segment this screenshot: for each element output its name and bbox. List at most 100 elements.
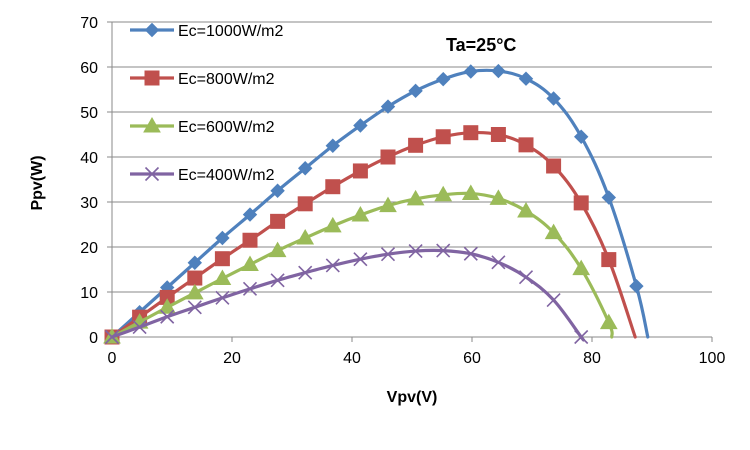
y-tick-label: 70 [80,15,98,32]
data-point [160,309,175,324]
y-tick-label: 20 [80,240,98,257]
series-1 [104,63,650,345]
data-point [434,185,453,202]
data-point [491,255,506,270]
y-tick-label: 50 [80,105,98,122]
legend-marker [144,70,160,86]
data-point [435,71,451,87]
data-point [406,189,425,206]
data-point [187,255,203,270]
x-tick-label: 100 [699,350,726,367]
data-point [325,179,341,195]
series-4 [104,243,589,345]
legend-entry: Ec=800W/m2 [130,70,275,88]
data-point [132,320,147,335]
data-point [352,163,368,179]
data-point [215,290,230,305]
data-point [270,273,285,288]
data-point [546,158,562,174]
y-tick-label: 40 [80,150,98,167]
data-point [408,243,423,259]
data-point [380,247,396,262]
data-point [242,232,258,248]
data-point [574,329,589,345]
y-tick-label: 60 [80,60,98,77]
legend-label: Ec=600W/m2 [178,119,275,136]
series-2 [104,125,637,345]
x-tick-label: 60 [463,350,481,367]
series-layer [103,63,650,345]
data-point [435,129,451,145]
legend-entry: Ec=400W/m2 [130,166,275,184]
data-point [268,241,287,258]
data-point [491,63,506,79]
y-axis-title: Ppv(W) [29,155,46,210]
data-point [489,189,508,205]
data-point [185,283,204,300]
series-line [110,248,585,342]
data-point [325,258,340,273]
x-tick-label: 0 [108,350,117,367]
data-point [353,252,368,267]
legend-label: Ec=800W/m2 [178,71,275,88]
data-point [517,201,535,218]
data-point [490,127,506,142]
axis-layer: 0 10 20 30 40 50 60 70 0 20 40 60 80 100 [80,15,725,367]
data-point [297,161,313,176]
data-point [213,269,232,285]
data-point [242,207,258,222]
data-point [296,228,315,245]
data-point [270,183,285,198]
data-point [546,293,561,308]
data-point [408,83,423,99]
legend-marker [144,166,160,182]
legend: Ec=1000W/m2 Ec=800W/m2 Ec=600W/m2 Ec=400W/m… [130,22,283,184]
data-point [187,270,203,286]
data-point [572,259,591,276]
data-point [242,281,258,296]
data-point [518,270,534,285]
data-point [463,125,479,141]
data-point [380,149,396,165]
data-point [270,213,286,229]
data-point [601,252,617,268]
data-point [158,298,177,314]
y-tick-label: 30 [80,195,98,212]
legend-label: Ec=400W/m2 [178,167,275,184]
data-point [463,64,479,79]
data-point [353,118,368,133]
data-point [544,223,563,240]
legend-marker [143,116,161,133]
temperature-annotation: Ta=25°C [446,35,516,55]
data-point [599,313,618,330]
data-point [461,184,480,200]
x-tick-label: 80 [583,350,601,367]
data-point [518,71,534,86]
data-point [380,99,396,114]
legend-entry: Ec=1000W/m2 [130,22,283,40]
data-point [325,138,341,153]
data-point [629,278,644,294]
data-point [379,196,397,213]
data-point [187,300,202,315]
y-tick-label: 0 [89,330,98,347]
data-point [518,137,534,153]
data-point [214,251,230,267]
legend-marker [144,22,160,38]
legend-label: Ec=1000W/m2 [178,23,283,40]
data-point [215,230,230,246]
data-point [546,91,561,106]
legend-entry: Ec=600W/m2 [130,116,275,136]
data-point [601,190,617,205]
data-point [463,246,478,261]
x-axis-title: Vpv(V) [387,389,438,406]
data-point [573,129,589,144]
data-point [351,206,370,222]
x-tick-label: 40 [343,350,361,367]
data-point [573,195,589,211]
data-point [408,137,424,153]
x-tick-label: 20 [223,350,241,367]
data-point [323,216,342,233]
